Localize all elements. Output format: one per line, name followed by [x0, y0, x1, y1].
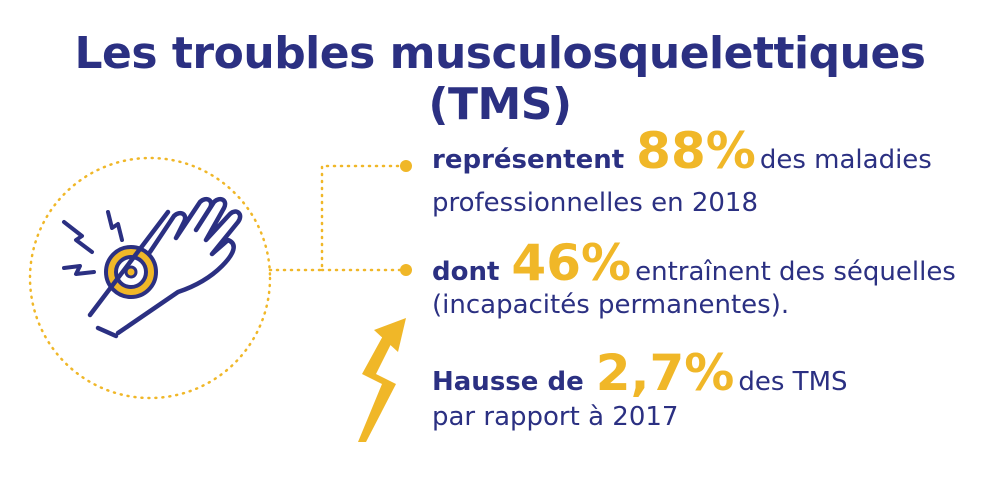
stat-2-lead: dont: [432, 257, 500, 287]
lightning-icon: [358, 318, 406, 442]
stat-2-value: 46%: [511, 234, 632, 292]
stat-3-line-2: par rapport à 2017: [432, 402, 679, 432]
stat-3-line-1: Hausse de 2,7% des TMS: [432, 348, 848, 398]
connector-dot-2: [400, 264, 412, 276]
hand-pain-icon: [62, 196, 243, 339]
connector-lines: [268, 164, 406, 272]
stat-2-rest: entraînent des séquelles: [635, 257, 956, 287]
stat-3-value: 2,7%: [595, 344, 735, 402]
stat-1-line-1: représentent 88% des maladies: [432, 126, 932, 176]
stat-1-line-2: professionnelles en 2018: [432, 188, 759, 218]
stat-3-rest: des TMS: [738, 367, 848, 397]
stat-2-line-1: dont 46% entraînent des séquelles: [432, 238, 956, 288]
page-title: Les troubles musculosquelettiques (TMS): [74, 28, 926, 130]
stat-1-lead: représentent: [432, 145, 625, 175]
stat-3-lead: Hausse de: [432, 367, 584, 397]
stat-1-rest: des maladies: [759, 145, 932, 175]
connector-dot-1: [400, 160, 412, 172]
icon-circle: [28, 156, 272, 400]
stat-2-line-2: (incapacités permanentes).: [432, 290, 790, 320]
stat-1-value: 88%: [636, 122, 756, 180]
